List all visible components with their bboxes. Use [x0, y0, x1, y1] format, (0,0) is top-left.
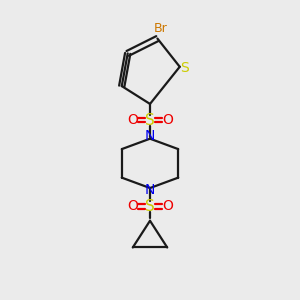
Text: S: S — [145, 113, 155, 128]
Text: N: N — [145, 183, 155, 197]
Text: S: S — [145, 199, 155, 214]
Text: N: N — [145, 129, 155, 143]
Text: Br: Br — [154, 22, 167, 34]
Text: O: O — [162, 113, 173, 127]
Text: O: O — [162, 200, 173, 214]
Text: O: O — [127, 113, 138, 127]
Text: S: S — [180, 61, 189, 75]
Text: O: O — [127, 200, 138, 214]
